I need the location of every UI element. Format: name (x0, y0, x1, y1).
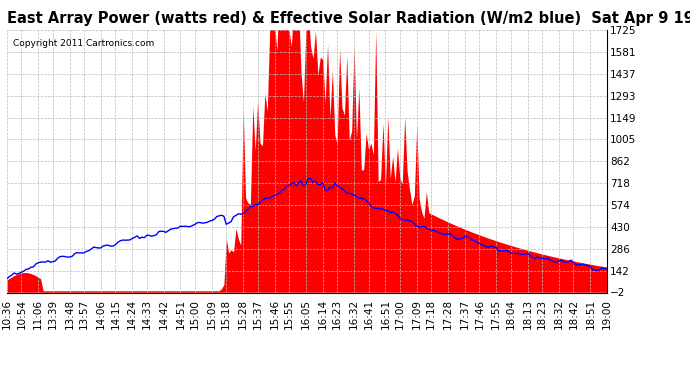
Text: Copyright 2011 Cartronics.com: Copyright 2011 Cartronics.com (13, 39, 154, 48)
Text: East Array Power (watts red) & Effective Solar Radiation (W/m2 blue)  Sat Apr 9 : East Array Power (watts red) & Effective… (7, 11, 690, 26)
